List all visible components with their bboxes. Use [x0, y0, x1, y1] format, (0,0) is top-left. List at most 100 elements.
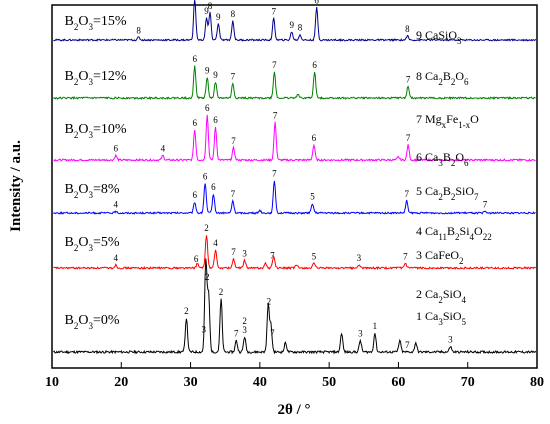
legend-item-8-part: 2 — [451, 77, 456, 87]
plot-frame — [51, 4, 538, 369]
legend-item-1-part: SiO — [443, 309, 462, 323]
series-label-3: B2O3=10% — [64, 122, 126, 140]
series-label-1-part: =5% — [93, 235, 120, 250]
series-label-0-part: O — [78, 313, 88, 328]
peak-annotation: 8 — [405, 24, 410, 34]
legend-item-2-part: 4 — [462, 295, 467, 305]
series-label-2-part: O — [78, 182, 88, 197]
series-label-3-part: =10% — [93, 122, 127, 137]
series-label-2-part: =8% — [93, 182, 120, 197]
peak-annotation: 3 — [242, 249, 247, 259]
peak-annotation: 7 — [406, 133, 411, 143]
tick-layer: 10 20 30 40 50 60 70 80 — [45, 362, 544, 390]
series-label-3-part: B — [64, 122, 73, 137]
series-label-0: B2O3=0% — [64, 313, 119, 331]
x-tick-label: 60 — [391, 375, 405, 390]
peak-annotation: 2 — [205, 272, 210, 282]
series-label-2-part: 3 — [88, 190, 93, 200]
peak-annotation: 9 — [213, 70, 218, 80]
xrd-series-line-2 — [53, 180, 536, 215]
legend-item-2-part: 2 Ca — [416, 287, 439, 301]
legend-item-5-part: 5 Ca — [416, 184, 439, 198]
series-label-5-part: =15% — [93, 14, 127, 29]
peak-annotation: 6 — [312, 60, 317, 70]
peak-annotation: 7 — [270, 328, 275, 338]
series-label-3-part: 3 — [88, 130, 93, 140]
series-label-0-part: =0% — [93, 313, 120, 328]
legend-item-6-part: 3 — [438, 158, 443, 168]
x-tick-label: 70 — [461, 375, 475, 390]
series-label-1: B2O3=5% — [64, 235, 119, 253]
peak-annotation: 7 — [273, 111, 278, 121]
peak-annotation: 9 — [205, 66, 210, 76]
series-label-1-part: 3 — [88, 243, 93, 253]
peak-annotation: 8 — [298, 23, 303, 33]
peak-annotation: 6 — [213, 115, 218, 125]
peak-annotation: 5 — [312, 252, 317, 262]
peak-annotation: 7 — [231, 136, 236, 146]
legend-item-7-part: Fe — [446, 112, 458, 126]
legend-item-4-part: 11 — [438, 232, 447, 242]
legend-item-8-part: 8 Ca — [416, 69, 439, 83]
peak-annotation: 7 — [234, 329, 239, 339]
series-label-4-part: 3 — [88, 77, 93, 87]
x-tick-label: 30 — [184, 375, 198, 390]
legend-item-8-part: O — [455, 69, 464, 83]
legend-item-4: 4 Ca11B2Si4O22 — [416, 224, 492, 242]
peak-annotation: 3 — [358, 329, 363, 339]
peak-annotation: 6 — [192, 118, 197, 128]
peak-annotation: 9 — [289, 20, 294, 30]
series-label-4-part: O — [78, 69, 88, 84]
legend-item-1-part: 1 Ca — [416, 309, 439, 323]
peak-annotation: 6 — [312, 133, 317, 143]
legend-item-7-part: O — [470, 112, 479, 126]
peak-annotation: 3 — [201, 324, 206, 334]
peak-annotation: 4 — [161, 144, 166, 154]
peak-annotation: 7 — [231, 189, 236, 199]
x-axis-title: 2θ / ° — [278, 402, 311, 418]
peak-annotation: 2 — [184, 306, 189, 316]
peak-annotation: 6 — [205, 103, 210, 113]
series-label-3-part: 2 — [74, 130, 79, 140]
peak-annotation: 9 — [204, 6, 209, 16]
legend-item-5-part: SiO — [455, 184, 474, 198]
xrd-series-line-3 — [53, 114, 536, 163]
legend-item-4-part: 2 — [455, 232, 460, 242]
legend-item-7-part: 7 Mg — [416, 112, 442, 126]
legend-item-2-part: SiO — [443, 287, 462, 301]
x-tick-label: 20 — [114, 375, 128, 390]
peak-annotation: 7 — [272, 169, 277, 179]
legend-item-2: 2 Ca2SiO4 — [416, 287, 467, 305]
series-label-1-part: B — [64, 235, 73, 250]
y-axis-title: Intensity / a.u. — [8, 140, 24, 232]
peak-annotation: 6 — [113, 144, 118, 154]
x-tick-label: 50 — [322, 375, 336, 390]
legend-item-4-part: Si — [460, 224, 471, 238]
series-label-2-part: B — [64, 182, 73, 197]
legend-item-1: 1 Ca3SiO5 — [416, 309, 467, 327]
legend-item-9-part: 9 CaSiO — [416, 28, 457, 42]
xrd-series-line-0 — [53, 258, 537, 355]
legend-item-1-part: 5 — [462, 317, 467, 327]
legend-item-3-part: 3 CaFeO — [416, 248, 459, 262]
peak-annotation: 7 — [404, 189, 409, 199]
peak-annotation: 7 — [270, 251, 275, 261]
legend-item-5: 5 Ca2B2SiO7 — [416, 184, 479, 202]
peak-annotation: 7 — [272, 60, 277, 70]
series-label-5: B2O3=15% — [64, 14, 126, 32]
xrd-series-line-1 — [53, 235, 537, 271]
legend-item-8: 8 Ca2B2O6 — [416, 69, 469, 87]
series-label-5-part: O — [78, 14, 88, 29]
series-label-4-part: B — [64, 69, 73, 84]
legend-item-7-part: 1-x — [458, 120, 470, 130]
legend-item-6-part: B — [443, 150, 451, 164]
peak-annotation: 7 — [231, 72, 236, 82]
x-tick-label: 10 — [45, 375, 59, 390]
peak-annotation: 4 — [113, 253, 118, 263]
legend-item-4-part: 4 Ca — [416, 224, 439, 238]
series-label-5-part: B — [64, 14, 73, 29]
legend-item-5-part: 2 — [438, 192, 443, 202]
legend-item-6: 6 Ca3B2O6 — [416, 150, 469, 168]
series-label-3-part: O — [78, 122, 88, 137]
